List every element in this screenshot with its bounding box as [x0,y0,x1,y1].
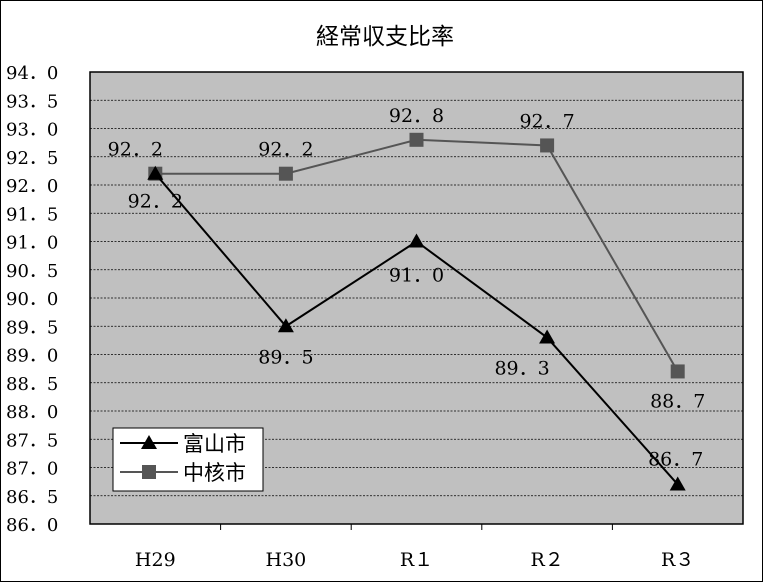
chart-title: 経常収支比率 [316,24,454,50]
x-tick-label: H30 [266,549,307,571]
y-tick-label: 89．5 [6,317,58,338]
data-point [278,166,293,181]
y-tick-label: 91．5 [6,204,58,225]
y-tick-label: 93．5 [6,91,58,112]
data-point [277,318,294,333]
series-toyama [147,165,686,491]
legend-box [112,427,264,492]
data-point [539,329,556,344]
data-label: 92．7 [519,110,574,132]
data-label: 89．5 [258,346,313,368]
data-point [408,233,425,248]
legend-item: 中核市 [120,461,246,485]
y-tick-label: 92．0 [6,176,58,197]
y-tick-label: 87．0 [6,459,58,480]
y-tick-label: 93．0 [6,120,58,141]
y-tick-label: 88．0 [6,402,58,423]
legend-marker [142,465,156,479]
data-label: 86．7 [648,448,703,470]
data-label: 91．0 [389,265,444,287]
x-tick-label: R１ [400,549,433,571]
data-label: 88．7 [650,390,705,412]
data-point [147,165,164,180]
y-axis-tick-labels: 86．0 86．5 87．0 87．5 88．0 88．5 89．0 89．5 90．0 90．5… [6,63,58,536]
data-point [409,132,424,147]
data-label: 92．2 [108,139,163,161]
x-tick-label: R３ [661,549,694,571]
data-label: 92．8 [389,105,444,127]
y-tick-label: 90．0 [6,289,58,310]
x-tick-label: R２ [530,549,563,571]
y-tick-label: 88．5 [6,374,58,395]
legend-marker [141,435,157,449]
y-tick-label: 91．0 [6,233,58,254]
y-tick-label: 87．5 [6,430,58,451]
data-point [540,138,555,153]
x-tick-label: H29 [135,549,176,571]
data-point [669,476,686,491]
series-layer [147,132,686,491]
legend-label: 中核市 [183,461,246,485]
x-axis-tick-labels: H29 H30 R１ R２ R３ [135,524,694,571]
data-label: 92．2 [258,139,313,161]
y-tick-label: 86．5 [6,487,58,508]
gridlines [89,71,744,525]
legend-item: 富山市 [120,432,246,456]
y-tick-label: 89．0 [6,346,58,367]
data-point [670,364,685,379]
data-labels: 92．2 89．5 91．0 89．3 86．7 92．2 92．2 92．8 92．7 88．7 [108,105,706,471]
y-tick-label: 94．0 [6,63,58,84]
data-label: 89．3 [494,358,549,380]
y-tick-label: 86．0 [6,515,58,536]
y-tick-label: 90．5 [6,261,58,282]
legend-label: 富山市 [183,432,246,456]
data-label: 92．2 [128,191,183,213]
plot-border [89,71,744,525]
y-tick-label: 92．5 [6,148,58,169]
